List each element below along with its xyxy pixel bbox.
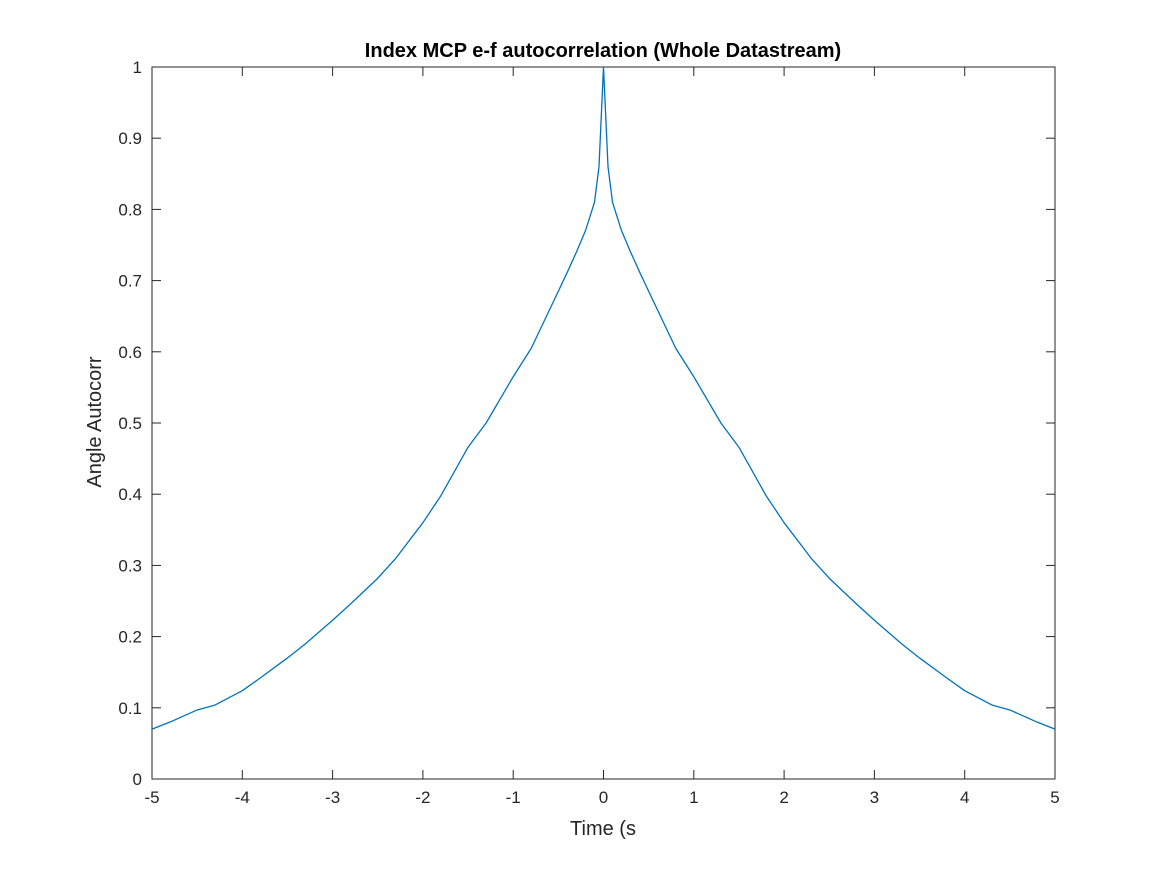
y-tick-label: 0.3 [118, 556, 142, 575]
x-tick-label: -5 [144, 788, 159, 807]
x-tick-label: 1 [689, 788, 698, 807]
x-tick-label: -3 [325, 788, 340, 807]
y-tick-label: 1 [133, 58, 142, 77]
x-tick-label: 2 [779, 788, 788, 807]
y-tick-label: 0.5 [118, 414, 142, 433]
x-tick-label: 5 [1050, 788, 1059, 807]
y-tick-label: 0.1 [118, 699, 142, 718]
y-tick-label: 0.8 [118, 200, 142, 219]
y-tick-label: 0.9 [118, 129, 142, 148]
x-tick-label: -1 [506, 788, 521, 807]
y-tick-label: 0.7 [118, 272, 142, 291]
y-tick-label: 0.2 [118, 628, 142, 647]
x-tick-label: -2 [415, 788, 430, 807]
y-tick-label: 0.6 [118, 343, 142, 362]
plot-area: -5 -4 -3 -2 -1 0 1 2 3 4 5 0 0.1 0.2 0.3 0.4 0.5 0.6 0.7 0.… [118, 58, 1059, 807]
y-tick-label: 0 [133, 770, 142, 789]
x-tick-label: 4 [960, 788, 969, 807]
x-tick-label: 0 [599, 788, 608, 807]
x-axis-label: Time (s [570, 818, 636, 840]
y-axis-label: Angle Autocorr [84, 356, 106, 488]
series-line-0 [151, 66, 1056, 730]
x-tick-label: -4 [235, 788, 250, 807]
x-tick-label: 3 [870, 788, 879, 807]
chart-title: Index MCP e-f autocorrelation (Whole Dat… [365, 40, 841, 62]
y-tick-label: 0.4 [118, 485, 142, 504]
